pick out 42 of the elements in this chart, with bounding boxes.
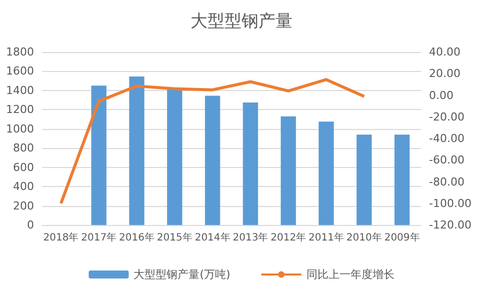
legend-label: 同比上一年度增长	[306, 268, 394, 281]
y2-tick-label: 20.00	[429, 67, 460, 80]
x-tick-label: 2015年	[156, 232, 192, 244]
y-tick-label: 200	[13, 199, 34, 212]
line-series	[59, 78, 366, 205]
y-tick-label: 1400	[6, 84, 34, 97]
x-tick-label: 2014年	[194, 232, 230, 244]
y-tick-label: 1000	[6, 122, 34, 136]
y-tick-label: 1200	[6, 103, 34, 116]
y2-tick-label: 40.00	[429, 46, 460, 58]
bar	[242, 102, 258, 225]
y-tick-label: 1600	[6, 64, 34, 78]
x-tick-label: 2009年	[384, 232, 420, 244]
bar	[318, 122, 334, 225]
x-tick-label: 2016年	[119, 232, 154, 244]
y2-tick-label: -60.00	[429, 154, 464, 167]
legend-label: 大型型钢产量(万吨)	[134, 268, 230, 281]
y2-tick-label: -100.00	[429, 196, 472, 210]
bar	[129, 76, 144, 225]
x-tick-label: 2011年	[308, 232, 344, 244]
x-tick-label: 2017年	[81, 232, 117, 244]
bar	[204, 96, 220, 225]
x-tick-label: 2012年	[270, 232, 306, 244]
bar	[167, 88, 182, 225]
chart-title: 大型型钢产量	[190, 12, 292, 32]
y-tick-label: 800	[13, 142, 34, 155]
x-tick-label: 2013年	[232, 232, 268, 244]
bar	[91, 86, 106, 225]
x-tick-label: 2010年	[346, 232, 382, 244]
y-tick-label: 1800	[6, 46, 34, 58]
x-tick-label: 2018年	[43, 232, 79, 244]
y-tick-label: 0	[27, 218, 34, 232]
bar	[394, 134, 410, 225]
y-tick-label: 600	[13, 160, 34, 174]
y2-tick-label: 0.00	[429, 88, 454, 102]
y2-tick-label: -40.00	[429, 132, 464, 145]
bar	[280, 116, 296, 225]
bar	[356, 134, 372, 225]
y2-tick-label: -80.00	[429, 175, 464, 188]
y2-tick-label: -120.00	[429, 218, 472, 232]
y2-tick-label: -20.00	[429, 110, 464, 124]
y-tick-label: 400	[13, 180, 34, 194]
